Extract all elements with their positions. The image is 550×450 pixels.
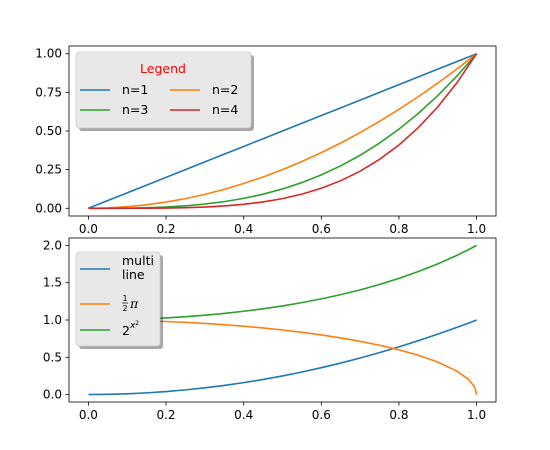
x-tick-label: 0.2 [156, 222, 175, 236]
legend-box [75, 51, 252, 129]
x-tick-label: 1.0 [467, 222, 486, 236]
x-tick-label: 0.8 [389, 222, 408, 236]
y-tick-label: 0.50 [35, 124, 62, 138]
y-tick-label: 0.5 [43, 350, 62, 364]
y-tick-label: 0.00 [35, 201, 62, 215]
legend-label-line: multi [122, 253, 154, 268]
legend-box [75, 251, 161, 347]
y-tick-label: 1.0 [43, 313, 62, 327]
pi-symbol: π [129, 296, 139, 311]
series-line-1 [88, 319, 477, 396]
legend-label: multi line [122, 253, 154, 282]
series-line-1 [88, 52, 477, 210]
x-tick-label: 0.4 [234, 408, 253, 422]
legend-label-line: line [122, 267, 145, 282]
chart-panel-2: 0.0 0.2 0.4 0.6 0.8 1.0 0.0 0.5 1.0 1.5 2.0 multi li… [43, 237, 497, 422]
legend-title: Legend [140, 61, 186, 76]
x-tick-label: 0.4 [234, 222, 253, 236]
x-tick-label: 0.6 [312, 222, 331, 236]
exponent-base: 2 [122, 323, 130, 338]
x-tick-label: 0.6 [312, 408, 331, 422]
x-tick-label: 0.0 [79, 408, 98, 422]
legend-label: n=2 [212, 82, 238, 97]
x-tick-label: 0.0 [79, 222, 98, 236]
x-tick-label: 1.0 [467, 408, 486, 422]
fraction-denominator: 2 [122, 304, 127, 313]
legend-label: n=1 [122, 82, 148, 97]
y-tick-label: 0.25 [35, 163, 62, 177]
x-tick-label: 0.8 [389, 408, 408, 422]
y-tick-label: 0.0 [43, 388, 62, 402]
y-tick-label: 0.75 [35, 85, 62, 99]
legend-label: n=4 [212, 102, 238, 117]
legend: Legend n=1 n=2 n=3 n=4 [75, 51, 254, 131]
y-tick-label: 1.5 [43, 276, 62, 290]
legend-label: n=3 [122, 102, 148, 117]
exponent-power: x [129, 321, 136, 331]
legend-label-fraction: 12 π [122, 294, 139, 313]
exponent-power-square: 2 [135, 320, 139, 327]
y-tick-label: 1.00 [35, 47, 62, 61]
series-line-2 [88, 53, 478, 210]
fraction-numerator: 1 [122, 294, 127, 303]
x-tick-label: 0.2 [156, 408, 175, 422]
y-tick-label: 2.0 [43, 238, 62, 252]
chart-panel-1: 0.0 0.2 0.4 0.6 0.8 1.0 0.00 0.25 0.50 0.75 1.00 Le… [35, 45, 497, 236]
charts-container: 0.0 0.2 0.4 0.6 0.8 1.0 0.00 0.25 0.50 0.75 1.00 Le… [35, 45, 497, 422]
legend-label-exponent: 2x2 [122, 320, 139, 338]
series-line-4 [88, 53, 478, 210]
